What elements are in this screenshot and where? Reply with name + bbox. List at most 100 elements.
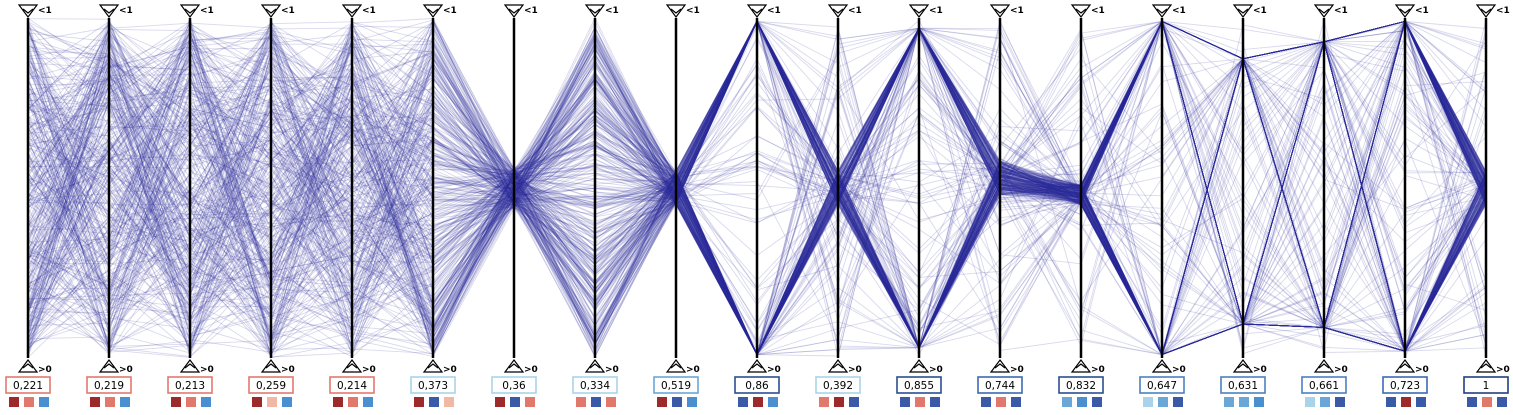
score-value: 0,832	[1066, 380, 1096, 392]
axis-top-handle[interactable]: <1	[341, 4, 376, 18]
axis-bottom-handle[interactable]: >0	[908, 359, 943, 375]
attribute-swatch	[1497, 397, 1507, 407]
axis-bottom-handle[interactable]: >0	[746, 359, 781, 375]
score-box	[1220, 376, 1266, 394]
axis-bottom-handle[interactable]: >0	[1070, 359, 1105, 375]
axis-16: <1 >0	[1232, 4, 1267, 375]
axis-bottom-handle[interactable]: >0	[503, 359, 538, 375]
axis-top-handle[interactable]: <1	[665, 4, 700, 18]
axis-bottom-handle[interactable]: >0	[1475, 359, 1510, 375]
axis-top-label: <1	[1334, 6, 1348, 16]
attribute-swatch	[687, 397, 697, 407]
axis-bottom-handle[interactable]: >0	[179, 359, 214, 375]
score-value: 0,36	[502, 380, 526, 392]
axis-score-19: 1	[1463, 376, 1509, 407]
axis-bottom-handle[interactable]: >0	[341, 359, 376, 375]
score-value: 0,647	[1147, 380, 1177, 392]
chevron-down-glyph	[1156, 8, 1168, 14]
axis-top-handle[interactable]: <1	[746, 4, 781, 18]
axis-top-handle[interactable]: <1	[827, 4, 862, 18]
axis-top-label: <1	[848, 6, 862, 16]
chevron-up-icon	[1313, 359, 1335, 373]
axis-top-handle[interactable]: <1	[1151, 4, 1186, 18]
axis-6: <1 >0	[422, 4, 457, 375]
axis-top-handle[interactable]: <1	[584, 4, 619, 18]
chevron-up-icon	[584, 359, 606, 373]
axis-top-handle[interactable]: <1	[260, 4, 295, 18]
axis-bottom-label: >0	[281, 365, 295, 375]
score-box	[815, 376, 861, 394]
axis-top-label: <1	[443, 6, 457, 16]
chevron-down-glyph	[1075, 8, 1087, 14]
score-box	[1382, 376, 1428, 394]
axis-bottom-handle[interactable]: >0	[1394, 359, 1429, 375]
axis-bottom-label: >0	[1091, 365, 1105, 375]
attribute-swatch	[657, 397, 667, 407]
attribute-swatch	[1482, 397, 1492, 407]
axis-bottom-handle[interactable]: >0	[665, 359, 700, 375]
chevron-up-icon	[1475, 359, 1497, 373]
chevron-up-glyph	[508, 363, 520, 369]
axis-top-handle[interactable]: <1	[989, 4, 1024, 18]
attribute-swatch	[672, 397, 682, 407]
axis-5: <1 >0	[341, 4, 376, 375]
axis-bottom-handle[interactable]: >0	[1232, 359, 1267, 375]
axis-top-handle[interactable]: <1	[179, 4, 214, 18]
chevron-down-glyph	[994, 8, 1006, 14]
axis-bottom-handle[interactable]: >0	[422, 359, 457, 375]
axis-top-label: <1	[929, 6, 943, 16]
axis-bottom-handle[interactable]: >0	[989, 359, 1024, 375]
axis-bottom-handle[interactable]: >0	[17, 359, 52, 375]
axis-top-handle[interactable]: <1	[1232, 4, 1267, 18]
score-box	[1301, 376, 1347, 394]
chevron-down-glyph	[1318, 8, 1330, 14]
chevron-down-glyph	[22, 8, 34, 14]
axis-score-16: 0,631	[1220, 376, 1266, 407]
chevron-up-glyph	[670, 363, 682, 369]
axis-top-label: <1	[767, 6, 781, 16]
score-value: 1	[1483, 380, 1490, 392]
score-box	[1139, 376, 1185, 394]
attribute-swatch	[105, 397, 115, 407]
chevron-up-icon	[179, 359, 201, 373]
attribute-swatch	[24, 397, 34, 407]
axis-top-handle[interactable]: <1	[908, 4, 943, 18]
axis-top-handle[interactable]: <1	[503, 4, 538, 18]
chevron-down-icon	[17, 4, 39, 18]
axis-top-handle[interactable]: <1	[1475, 4, 1510, 18]
axis-score-12: 0,855	[896, 376, 942, 407]
attribute-swatch	[1254, 397, 1264, 407]
axis-top-handle[interactable]: <1	[1070, 4, 1105, 18]
axis-score-18: 0,723	[1382, 376, 1428, 407]
axis-top-handle[interactable]: <1	[98, 4, 133, 18]
axis-bottom-handle[interactable]: >0	[260, 359, 295, 375]
axis-score-3: 0,213	[167, 376, 213, 407]
chevron-down-icon	[179, 4, 201, 18]
axis-top-handle[interactable]: <1	[17, 4, 52, 18]
chevron-up-glyph	[913, 363, 925, 369]
chevron-down-glyph	[589, 8, 601, 14]
axis-bottom-handle[interactable]: >0	[1313, 359, 1348, 375]
chevron-up-glyph	[832, 363, 844, 369]
axis-top-handle[interactable]: <1	[422, 4, 457, 18]
axis-bottom-label: >0	[605, 365, 619, 375]
attribute-swatch	[444, 397, 454, 407]
axis-top-label: <1	[1172, 6, 1186, 16]
axis-3: <1 >0	[179, 4, 214, 375]
axis-bottom-handle[interactable]: >0	[98, 359, 133, 375]
chevron-up-icon	[98, 359, 120, 373]
attribute-swatch	[1143, 397, 1153, 407]
axis-top-handle[interactable]: <1	[1313, 4, 1348, 18]
axis-bottom-handle[interactable]: >0	[827, 359, 862, 375]
axis-bottom-handle[interactable]: >0	[584, 359, 619, 375]
axis-score-4: 0,259	[248, 376, 294, 407]
score-value: 0,723	[1390, 380, 1420, 392]
axis-bottom-handle[interactable]: >0	[1151, 359, 1186, 375]
attribute-swatch	[90, 397, 100, 407]
axis-top-handle[interactable]: <1	[1394, 4, 1429, 18]
attribute-swatch	[606, 397, 616, 407]
axis-4: <1 >0	[260, 4, 295, 375]
chevron-up-icon	[1394, 359, 1416, 373]
axis-score-7: 0,36	[491, 376, 537, 407]
